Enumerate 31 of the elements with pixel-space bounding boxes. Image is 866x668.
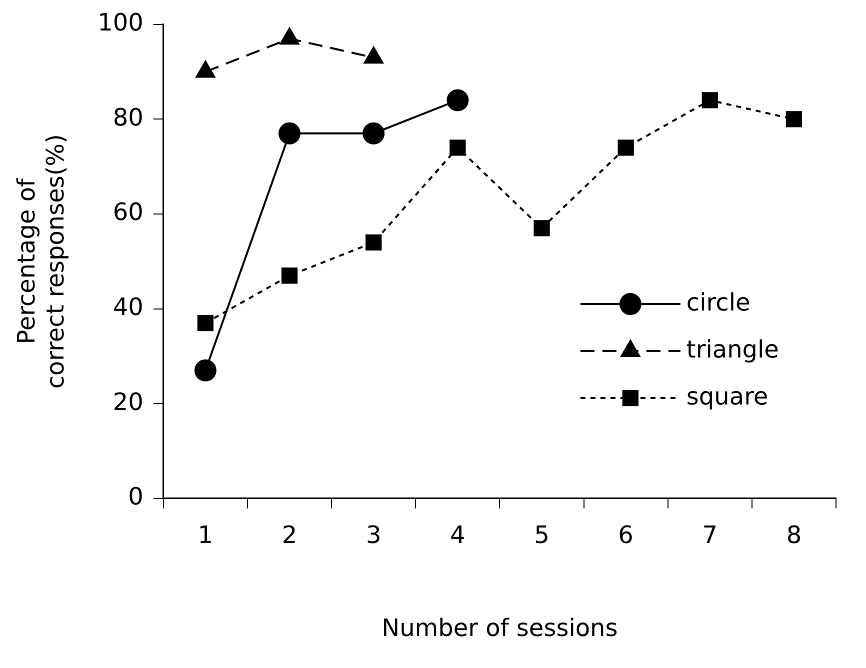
point [450,140,466,156]
point [362,122,385,144]
x-axis-title: Number of sessions [382,614,618,642]
x-tick-label: 5 [534,521,550,550]
point [702,92,718,108]
point [534,220,550,236]
x-tick-label: 2 [282,521,298,550]
y-axis-title: Percentage of correct responses(%) [12,134,70,389]
y-tick-label: 100 [98,8,144,37]
x-tick-label: 8 [786,521,802,550]
x-tick-label: 4 [450,521,466,550]
point [197,314,214,332]
legend-label: circle [686,288,750,316]
x-tick-label: 7 [702,521,718,550]
y-tick-label: 80 [112,103,144,132]
point [278,122,301,144]
point [618,140,634,156]
x-tick-label: 3 [366,521,382,550]
y-tick-label: 60 [112,198,144,226]
point [281,268,298,284]
legend-label: triangle [686,335,779,364]
x-tick-label: 6 [618,521,634,550]
y-tick-label: 40 [112,293,144,322]
point [194,359,216,382]
point [786,111,802,128]
legend-label: square [686,382,768,410]
x-tick-label: 1 [198,521,214,550]
point [446,89,469,112]
y-tick-label: 0 [128,482,144,511]
y-tick-label: 20 [112,388,144,416]
point [366,234,382,251]
